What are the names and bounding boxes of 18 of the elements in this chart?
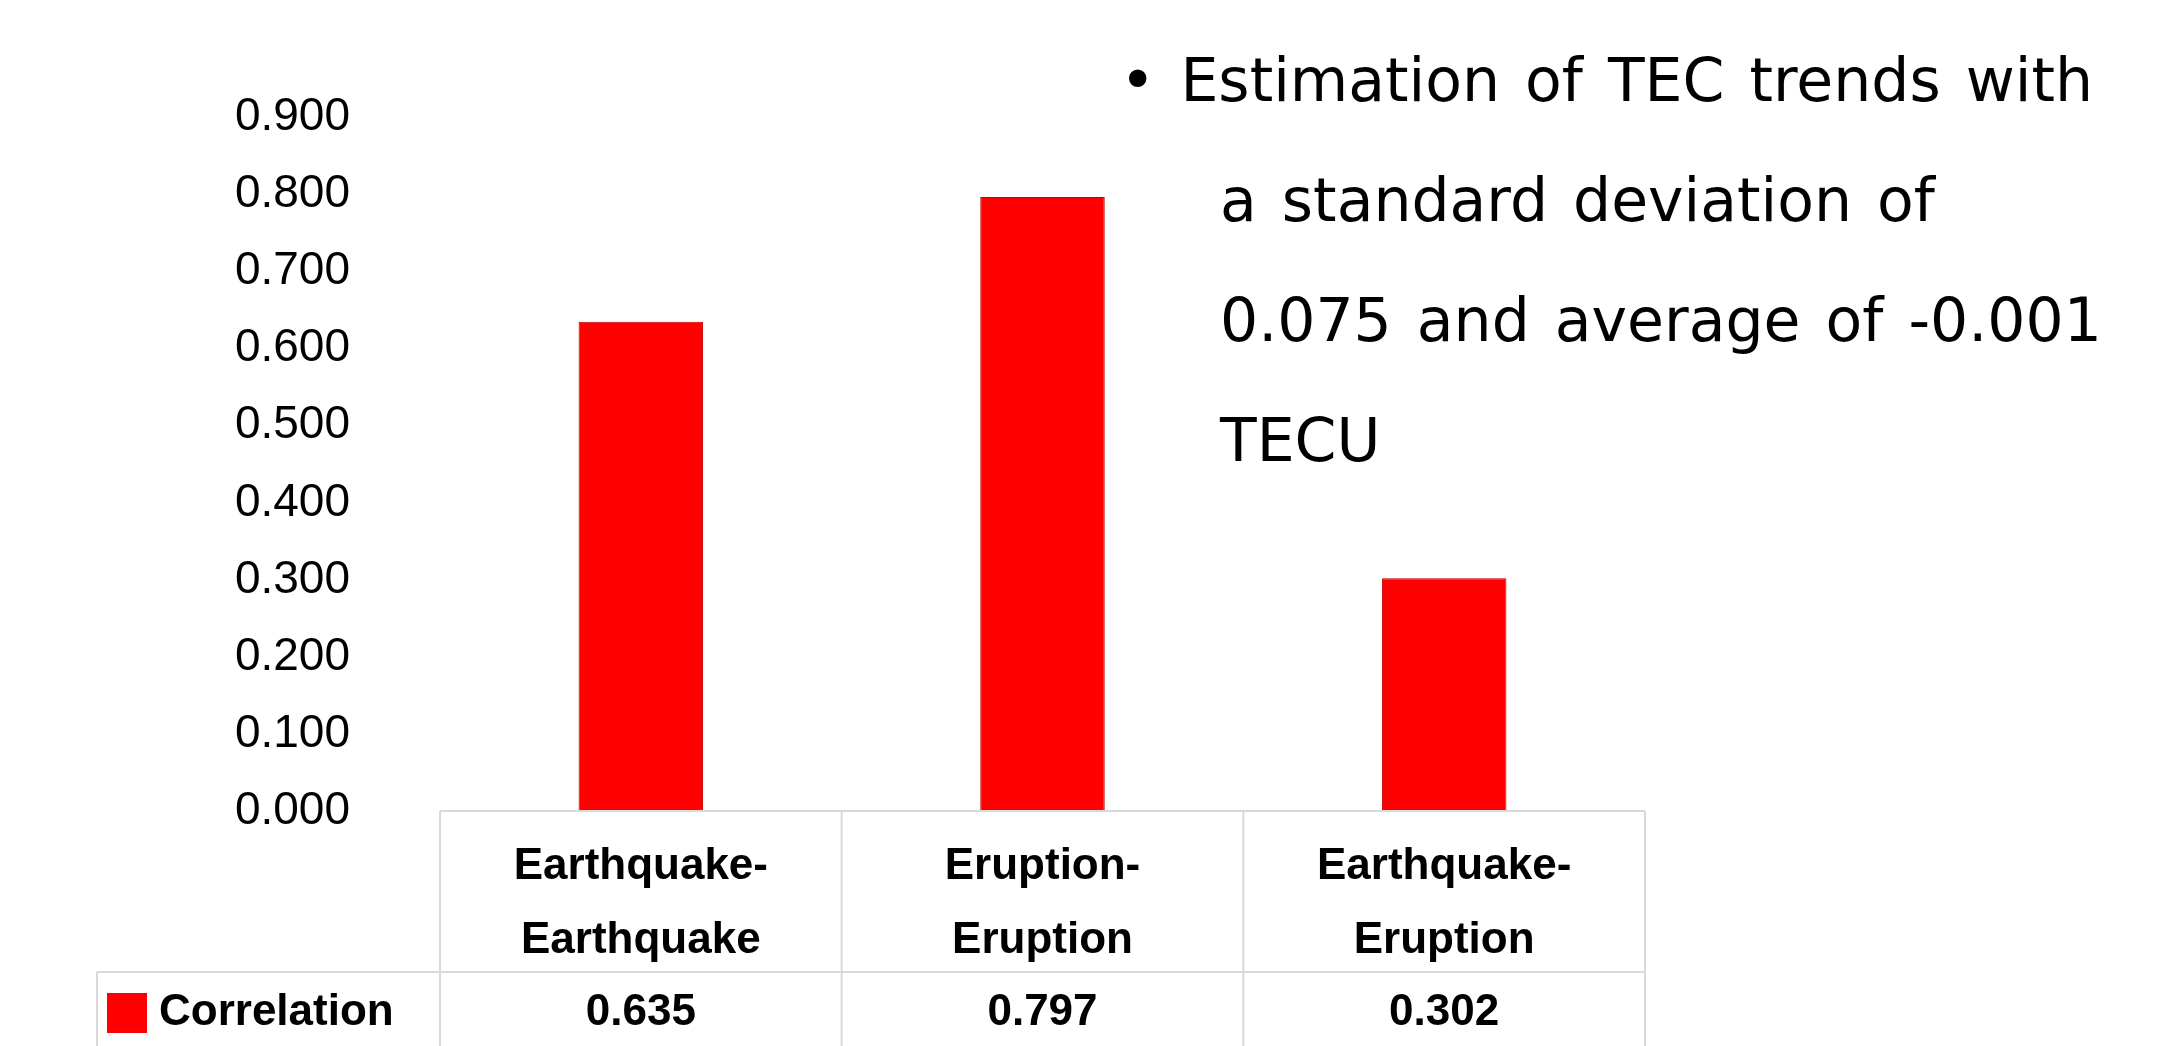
y-tick-label: 0.300 — [234, 550, 350, 603]
y-tick-label: 0.100 — [234, 704, 350, 757]
legend-label: Correlation — [159, 985, 394, 1035]
x-tick-label: Earthquake-Earthquake — [513, 838, 768, 963]
y-tick-label: 0.900 — [234, 88, 350, 141]
y-tick-label: 0.600 — [234, 319, 350, 372]
annotation: • Estimation of TEC trends with a standard deviation of 0.075 and average of -0.001 TECU — [1120, 44, 2103, 477]
data-label: 0.302 — [1389, 985, 1500, 1035]
y-tick-label: 0.700 — [234, 242, 350, 295]
y-tick-label: 0.500 — [234, 396, 350, 449]
x-tick-label: Earthquake-Eruption — [1317, 838, 1572, 963]
data-label: 0.797 — [987, 985, 1098, 1035]
y-tick-label: 0.200 — [234, 627, 350, 680]
y-tick-label: 0.800 — [234, 165, 350, 218]
x-tick-label: Eruption-Eruption — [944, 838, 1141, 963]
data-label: 0.635 — [585, 985, 696, 1035]
y-tick-label: 0.400 — [234, 473, 350, 526]
y-tick-label: 0.000 — [234, 781, 350, 834]
